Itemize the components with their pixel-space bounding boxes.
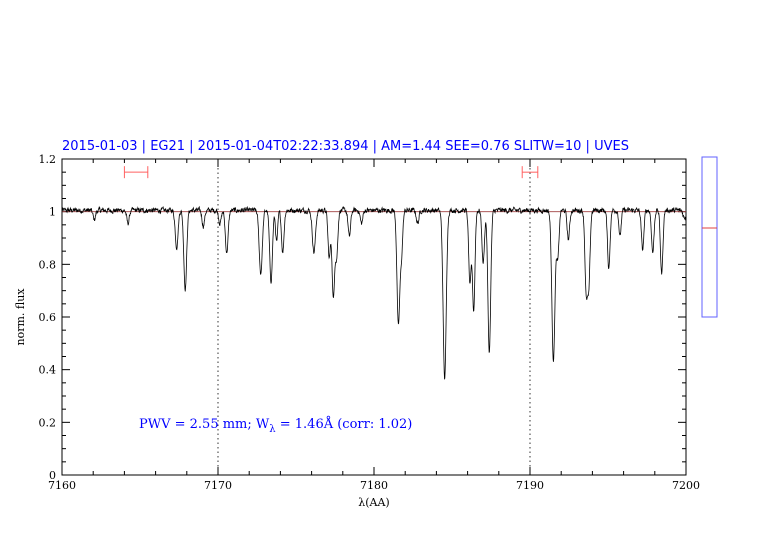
y-tick-label: 0: [49, 469, 56, 482]
x-tick-label: 7200: [672, 479, 700, 492]
y-axis-label: norm. flux: [14, 288, 27, 346]
y-tick-label: 1: [49, 206, 56, 219]
x-tick-label: 7180: [360, 479, 388, 492]
fit-range-marker: [123, 166, 149, 179]
x-tick-label: 7170: [204, 479, 232, 492]
spectrum-line: [61, 205, 686, 380]
side-panel: [701, 156, 718, 318]
y-tick-label: 0.4: [39, 364, 57, 377]
y-tick-label: 0.2: [39, 416, 57, 429]
pwv-annotation: PWV = 2.55 mm; Wλ = 1.46Å (corr: 1.02): [139, 416, 412, 435]
x-axis-label: λ(AA): [358, 496, 389, 509]
x-tick-label: 7190: [516, 479, 544, 492]
y-tick-label: 1.2: [39, 153, 57, 166]
chart-title: 2015-01-03 | EG21 | 2015-01-04T02:22:33.…: [62, 139, 629, 154]
fit-range-marker: [521, 166, 539, 179]
x-tick-label: 7160: [48, 479, 76, 492]
y-tick-label: 0.6: [39, 311, 57, 324]
y-tick-label: 0.8: [39, 258, 57, 271]
x-tick-labels: 7160 7170 7180 7190 7200: [48, 479, 700, 492]
y-tick-labels: 0 0.2 0.4 0.6 0.8 1 1.2: [39, 153, 57, 482]
